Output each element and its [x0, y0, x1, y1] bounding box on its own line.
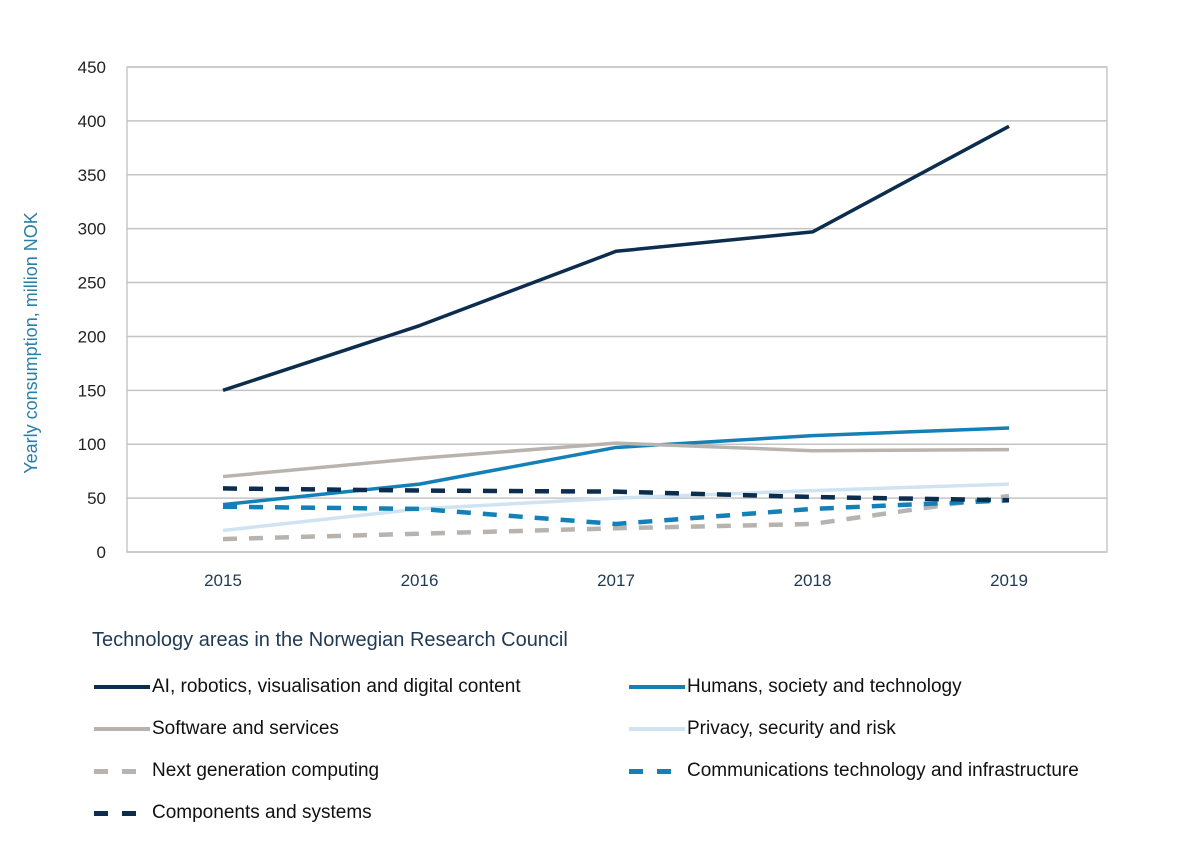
x-tick-label: 2017	[597, 571, 635, 590]
y-tick-label: 100	[78, 435, 106, 454]
y-axis-label: Yearly consumption, million NOK	[21, 212, 41, 473]
y-tick-label: 200	[78, 327, 106, 346]
y-tick-label: 150	[78, 381, 106, 400]
x-tick-label: 2015	[204, 571, 242, 590]
y-tick-label: 350	[78, 166, 106, 185]
y-tick-label: 400	[78, 112, 106, 131]
legend-swatch	[94, 768, 150, 774]
legend-item: Next generation computing	[94, 760, 629, 782]
x-tick-label: 2018	[794, 571, 832, 590]
legend-item: Privacy, security and risk	[629, 718, 1149, 740]
legend-swatch	[629, 727, 685, 731]
series-line-6	[222, 486, 1010, 503]
series-line-2	[222, 441, 1010, 479]
x-tick-label: 2016	[401, 571, 439, 590]
legend-label: Software and services	[152, 718, 339, 739]
series-line-3	[222, 482, 1010, 533]
plot-frame	[126, 66, 1108, 553]
legend-swatch	[94, 685, 150, 689]
legend-label: Communications technology and infrastruc…	[687, 760, 1079, 781]
y-tick-label: 0	[97, 543, 106, 562]
legend-item: Humans, society and technology	[629, 676, 1149, 698]
y-tick-label: 50	[87, 489, 106, 508]
legend-label: Next generation computing	[152, 760, 380, 781]
legend-title: Technology areas in the Norwegian Resear…	[92, 629, 568, 651]
legend-item: Software and services	[94, 718, 629, 740]
series-line-5	[222, 498, 1010, 527]
legend-swatch	[629, 685, 685, 689]
y-tick-label: 450	[78, 58, 106, 77]
line-chart: 0 50 100 150 200 250 300 350 400 450 2015 2016 2017 2…	[21, 58, 1108, 590]
legend: AI, robotics, visualisation and digital …	[94, 676, 1174, 824]
legend-swatch	[94, 810, 150, 816]
legend-label: Privacy, security and risk	[687, 718, 896, 739]
y-tick-label: 250	[78, 274, 106, 293]
legend-label: Humans, society and technology	[687, 676, 962, 697]
x-tick-label: 2019	[990, 571, 1028, 590]
legend-swatch	[629, 768, 685, 774]
legend-swatch	[94, 727, 150, 731]
legend-item: Communications technology and infrastruc…	[629, 760, 1149, 782]
y-tick-label: 300	[78, 220, 106, 239]
legend-item: AI, robotics, visualisation and digital …	[94, 676, 629, 698]
series-line-4	[222, 493, 1010, 542]
series-line-0	[222, 124, 1010, 392]
legend-label: Components and systems	[152, 802, 372, 823]
legend-label: AI, robotics, visualisation and digital …	[152, 676, 521, 697]
legend-item: Components and systems	[94, 802, 629, 824]
